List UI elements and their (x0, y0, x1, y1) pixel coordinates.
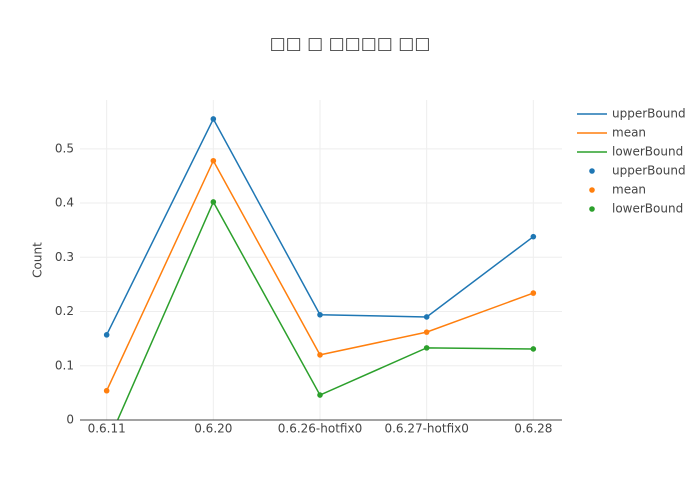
point (317, 311, 323, 318)
legend-swatch (589, 168, 595, 174)
point (530, 346, 537, 352)
x-tick-label: 0.6.11 (88, 422, 126, 436)
y-tick-label: 0.4 (55, 196, 74, 210)
legend-label: mean (612, 126, 646, 140)
legend-swatch (589, 206, 595, 212)
legend-label: lowerBound (612, 145, 683, 159)
legend-label: upperBound (612, 164, 686, 178)
x-tick-label: 0.6.20 (194, 422, 232, 436)
y-tick-label: 0.3 (55, 250, 74, 264)
x-tick-label: 0.6.28 (514, 422, 552, 436)
legend-label: mean (612, 183, 646, 197)
y-tick-label: 0 (66, 413, 74, 427)
point (317, 352, 323, 358)
point (210, 116, 217, 122)
y-axis-label: Count (31, 242, 45, 278)
y-tick-label: 0.2 (55, 304, 74, 318)
point (103, 332, 110, 338)
point (317, 392, 323, 398)
x-tick-label: 0.6.27-hotfix0 (384, 422, 468, 436)
x-tick-label: 0.6.26-hotfix0 (278, 422, 362, 436)
legend-label: upperBound (612, 107, 686, 121)
point (423, 345, 430, 351)
chart-title: □□ □ □□□□ □□ (270, 34, 431, 54)
point (103, 387, 110, 394)
point (210, 157, 217, 164)
point (210, 199, 217, 205)
legend-label: lowerBound (612, 202, 683, 216)
point (104, 442, 110, 448)
point (530, 233, 537, 240)
point (530, 290, 537, 296)
point (423, 314, 430, 320)
legend-swatch (589, 187, 595, 193)
point (423, 329, 430, 335)
y-tick-label: 0.1 (55, 358, 74, 372)
y-tick-label: 0.5 (55, 141, 74, 155)
